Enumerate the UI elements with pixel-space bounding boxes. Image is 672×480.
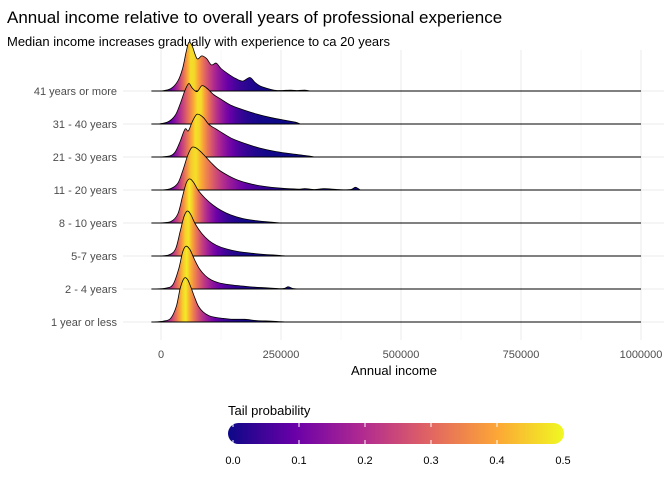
ridge-fill <box>161 42 310 91</box>
ridge-fill <box>161 114 315 157</box>
x-axis-ticks: 0 250000 500000 750000 1000000 <box>158 349 662 361</box>
ridge-fill <box>153 246 301 289</box>
chart-subtitle: Median income increases gradually with e… <box>7 34 390 49</box>
ridge-1-year-or-less <box>151 277 641 323</box>
ridge-5-7-years <box>151 210 641 257</box>
legend-tick-label: 0.3 <box>423 455 438 467</box>
legend-title: Tail probability <box>228 403 311 418</box>
ridge-outline <box>160 41 310 92</box>
y-tick-label: 31 - 40 years <box>53 119 118 131</box>
ridge-fill <box>158 83 301 124</box>
x-tick-label: 750000 <box>503 349 540 361</box>
ridge-2-4-years <box>151 245 641 290</box>
ridge-21-30-years <box>151 113 641 158</box>
ridge-outline <box>160 146 361 191</box>
y-tick-label: 41 years or more <box>34 86 117 98</box>
ridge-outline <box>160 113 315 158</box>
x-tick-label: 500000 <box>383 349 420 361</box>
legend-colorbar <box>228 423 564 444</box>
y-tick-label: 21 - 30 years <box>53 152 118 164</box>
y-tick-label: 5-7 years <box>71 251 117 263</box>
x-tick-label: 0 <box>158 349 164 361</box>
ridge-fill <box>161 146 361 190</box>
ridge-31-40-years <box>151 83 641 125</box>
ridge-outline <box>158 178 282 224</box>
chart-title: Annual income relative to overall years … <box>7 8 502 27</box>
y-tick-label: 2 - 4 years <box>65 284 117 296</box>
legend-tick-label: 0.4 <box>489 455 504 467</box>
ridge-outline <box>158 83 301 125</box>
x-tick-label: 250000 <box>263 349 300 361</box>
legend-ticks: 0.0 0.1 0.2 0.3 0.4 0.5 <box>225 423 571 467</box>
y-tick-label: 11 - 20 years <box>54 185 118 197</box>
x-axis-title: Annual income <box>351 363 437 378</box>
ridge-11-20-years <box>151 146 641 191</box>
legend: Tail probability 0.0 0.1 0.2 0.3 0.4 0.5 <box>225 403 570 467</box>
x-tick-label: 1000000 <box>620 349 663 361</box>
legend-tick-label: 0.2 <box>357 455 372 467</box>
ridges <box>151 41 641 323</box>
y-tick-label: 1 year or less <box>51 317 118 329</box>
ridge-outline <box>152 277 286 323</box>
y-tick-label: 8 - 10 years <box>59 218 118 230</box>
ridge-41-years-or-more <box>151 41 641 92</box>
legend-tick-label: 0.0 <box>225 455 240 467</box>
y-axis-labels: 1 year or less 2 - 4 years 5-7 years 8 - 10… <box>34 86 118 329</box>
legend-tick-label: 0.5 <box>555 455 570 467</box>
ridge-outline <box>156 210 286 257</box>
legend-tick-label: 0.1 <box>291 455 306 467</box>
ridge-fill <box>152 277 286 322</box>
ridge-fill <box>156 210 286 256</box>
